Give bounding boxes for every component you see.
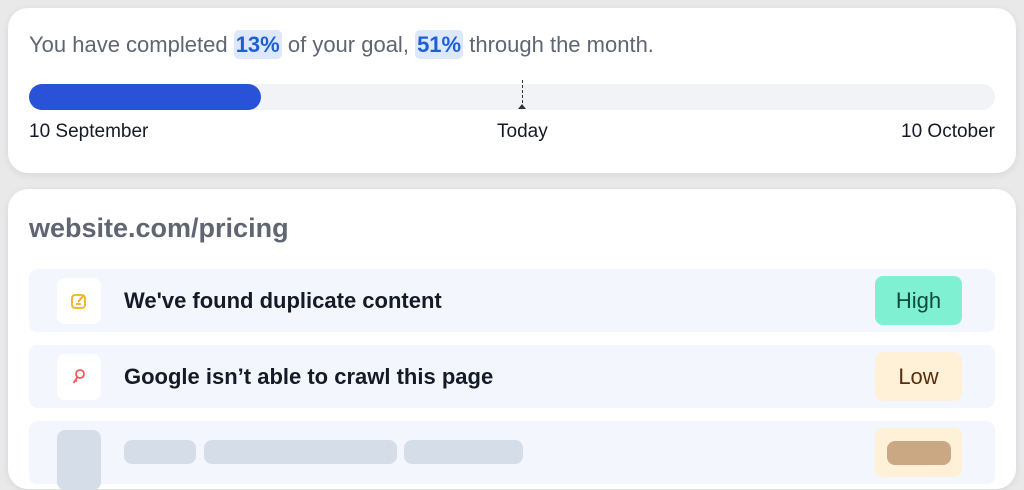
start-date-label: 10 September: [29, 121, 149, 142]
completed-percent: 13%: [233, 30, 282, 59]
page-url: website.com/pricing: [29, 213, 289, 243]
today-label: Today: [497, 121, 548, 142]
end-date-label: 10 October: [901, 121, 995, 142]
skeleton-text: [404, 440, 523, 464]
issues-card: website.com/pricing We've found duplicat…: [8, 189, 1016, 490]
today-marker: [517, 80, 526, 109]
severity-badge: High: [875, 276, 962, 325]
issue-text: We've found duplicate content: [124, 288, 442, 313]
skeleton-text: [124, 440, 196, 464]
issue-row[interactable]: Google isn’t able to crawl this page Low: [29, 345, 995, 408]
today-marker-arrow: [517, 104, 526, 109]
issue-row[interactable]: We've found duplicate content High: [29, 269, 995, 332]
skeleton-badge: [875, 428, 962, 477]
progress-fill: [29, 84, 261, 110]
summary-text: You have completed: [29, 32, 228, 57]
severity-badge: Low: [875, 352, 962, 401]
edit-icon: [57, 278, 101, 324]
issue-text: Google isn’t able to crawl this page: [124, 364, 494, 389]
skeleton-text: [204, 440, 397, 464]
skeleton-badge-fill: [886, 440, 951, 465]
month-percent: 51%: [415, 30, 464, 59]
summary-text: through the month.: [469, 32, 654, 57]
summary-text: of your goal,: [287, 32, 409, 57]
goal-progress-card: You have completed 13% of your goal, 51%…: [8, 8, 1016, 173]
goal-summary: You have completed 13% of your goal, 51%…: [29, 30, 654, 59]
skeleton-icon: [57, 430, 101, 490]
key-icon: [57, 354, 101, 400]
progress-bar: [29, 80, 995, 110]
issue-row-skeleton: [29, 421, 995, 490]
